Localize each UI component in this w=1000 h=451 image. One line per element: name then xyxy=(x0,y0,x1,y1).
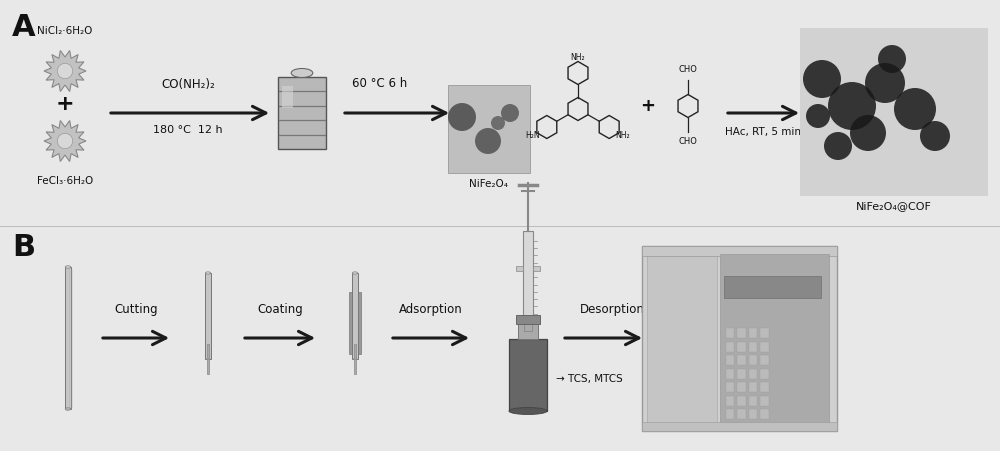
Bar xyxy=(205,273,211,359)
Ellipse shape xyxy=(509,408,547,414)
Bar xyxy=(726,396,734,405)
Bar xyxy=(749,396,757,405)
Text: 180 °C  12 h: 180 °C 12 h xyxy=(153,125,223,135)
Circle shape xyxy=(878,45,906,73)
Text: +: + xyxy=(56,94,74,114)
Circle shape xyxy=(894,88,936,130)
Bar xyxy=(352,273,358,359)
Text: 60 °C 6 h: 60 °C 6 h xyxy=(352,77,408,90)
Text: NiFe₂O₄: NiFe₂O₄ xyxy=(470,179,508,189)
Text: CO(NH₂)₂: CO(NH₂)₂ xyxy=(161,78,215,91)
Text: FeCl₃·6H₂O: FeCl₃·6H₂O xyxy=(37,176,93,186)
Text: CHO: CHO xyxy=(679,138,697,147)
Ellipse shape xyxy=(352,272,358,274)
Bar xyxy=(737,368,746,378)
Polygon shape xyxy=(44,120,86,161)
Bar xyxy=(749,355,757,365)
Circle shape xyxy=(475,128,501,154)
Bar xyxy=(518,324,538,339)
Circle shape xyxy=(57,63,73,79)
Bar xyxy=(760,355,769,365)
Ellipse shape xyxy=(65,408,71,410)
Polygon shape xyxy=(44,51,86,92)
Bar xyxy=(533,266,540,271)
Circle shape xyxy=(803,60,841,98)
Circle shape xyxy=(865,63,905,103)
Bar xyxy=(448,85,530,173)
Bar xyxy=(509,339,547,411)
Bar xyxy=(726,328,734,338)
Circle shape xyxy=(824,132,852,160)
Bar xyxy=(749,409,757,419)
Bar xyxy=(516,315,540,324)
Text: NH₂: NH₂ xyxy=(616,130,630,139)
Circle shape xyxy=(806,104,830,128)
Bar xyxy=(282,87,293,108)
Bar xyxy=(749,368,757,378)
Bar xyxy=(726,355,734,365)
Bar xyxy=(523,231,533,326)
Text: H₂N: H₂N xyxy=(526,130,540,139)
Bar xyxy=(760,368,769,378)
Circle shape xyxy=(501,104,519,122)
Bar xyxy=(760,328,769,338)
Bar xyxy=(65,267,71,409)
Bar xyxy=(720,254,829,423)
Text: NiFe₂O₄@COF: NiFe₂O₄@COF xyxy=(856,201,932,211)
Bar xyxy=(749,341,757,351)
Bar xyxy=(349,292,361,354)
Bar xyxy=(726,409,734,419)
Bar xyxy=(647,254,717,423)
Circle shape xyxy=(448,103,476,131)
Bar xyxy=(726,368,734,378)
Bar xyxy=(726,341,734,351)
Circle shape xyxy=(828,82,876,130)
Bar xyxy=(642,246,837,431)
Bar xyxy=(642,246,837,256)
Circle shape xyxy=(920,121,950,151)
Text: +: + xyxy=(640,97,656,115)
Circle shape xyxy=(57,133,73,149)
Bar xyxy=(760,409,769,419)
Text: Adsorption: Adsorption xyxy=(399,303,463,316)
Ellipse shape xyxy=(205,272,211,274)
Bar xyxy=(737,355,746,365)
Text: B: B xyxy=(12,234,35,262)
Bar xyxy=(800,28,988,196)
Bar xyxy=(726,382,734,392)
Bar xyxy=(760,382,769,392)
Bar xyxy=(642,422,837,431)
Bar xyxy=(737,328,746,338)
Bar xyxy=(207,344,209,374)
Ellipse shape xyxy=(291,69,313,78)
Bar xyxy=(737,382,746,392)
Bar xyxy=(278,77,326,149)
Ellipse shape xyxy=(65,266,71,268)
Bar xyxy=(737,409,746,419)
Circle shape xyxy=(850,115,886,151)
Text: → TCS, MTCS: → TCS, MTCS xyxy=(556,373,623,384)
Circle shape xyxy=(491,116,505,130)
Text: NiCl₂·6H₂O: NiCl₂·6H₂O xyxy=(37,26,93,36)
Bar xyxy=(516,266,523,271)
Text: CHO: CHO xyxy=(679,65,697,74)
Bar xyxy=(749,382,757,392)
Text: A: A xyxy=(12,13,36,42)
Text: Desorption: Desorption xyxy=(580,303,645,316)
Bar xyxy=(760,341,769,351)
Bar xyxy=(737,341,746,351)
Text: Cutting: Cutting xyxy=(114,303,158,316)
Bar xyxy=(724,276,821,298)
Text: Coating: Coating xyxy=(257,303,303,316)
Bar xyxy=(760,396,769,405)
Bar xyxy=(524,323,532,331)
Bar xyxy=(749,328,757,338)
Text: HAc, RT, 5 min: HAc, RT, 5 min xyxy=(725,127,801,137)
Text: NH₂: NH₂ xyxy=(571,52,585,61)
Bar xyxy=(354,344,356,374)
Bar xyxy=(737,396,746,405)
